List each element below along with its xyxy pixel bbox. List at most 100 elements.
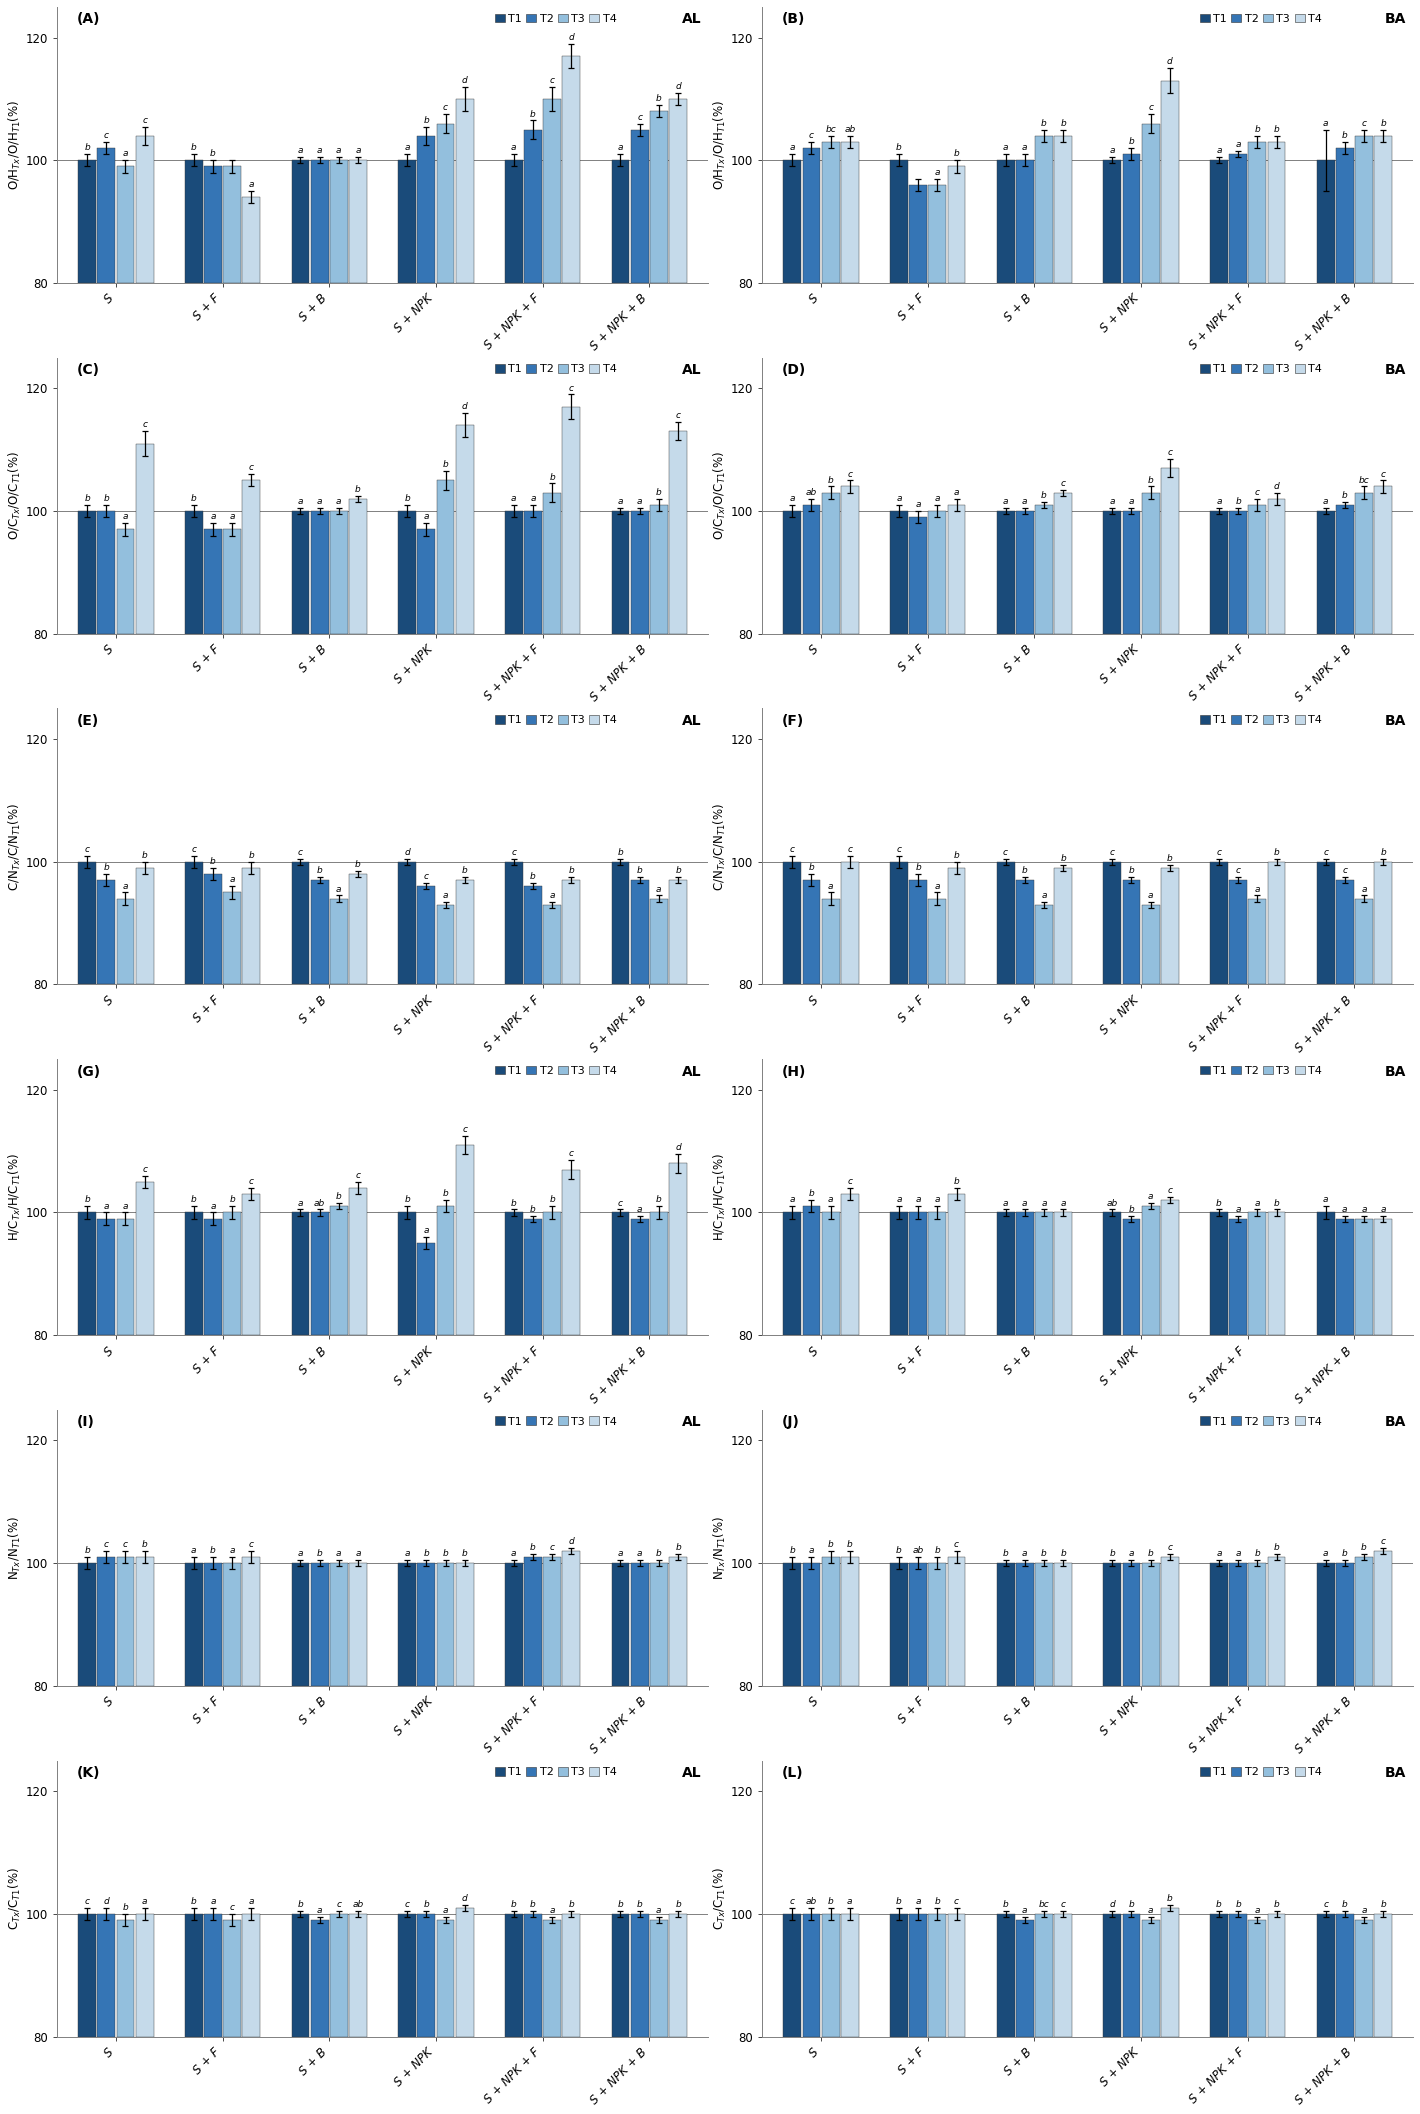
Bar [909, 1562, 927, 1685]
Y-axis label: O/H$_{Tx}$/O/H$_{T1}$(%): O/H$_{Tx}$/O/H$_{T1}$(%) [711, 99, 728, 190]
Text: b: b [636, 1900, 642, 1909]
Bar [417, 135, 436, 283]
Text: a: a [1147, 1192, 1153, 1201]
Text: b: b [1061, 854, 1066, 863]
Bar [116, 528, 135, 634]
Text: b: b [808, 1190, 814, 1199]
Bar [349, 499, 366, 634]
Text: a: a [423, 512, 429, 522]
Bar [456, 879, 474, 985]
Bar [544, 1558, 561, 1685]
Text: b: b [210, 1545, 216, 1556]
Text: b: b [1274, 1543, 1279, 1552]
Text: b: b [190, 1197, 196, 1205]
Bar [841, 1558, 859, 1685]
Text: a: a [511, 495, 517, 503]
Text: c: c [954, 1896, 958, 1907]
Bar [291, 161, 310, 283]
Text: a: a [1323, 1550, 1328, 1558]
Bar [78, 863, 97, 985]
Bar [841, 1913, 859, 2036]
Text: b: b [122, 1903, 128, 1911]
Bar [1054, 1213, 1072, 1336]
Text: c: c [142, 116, 148, 125]
Bar [822, 493, 839, 634]
Text: c: c [248, 463, 254, 471]
Text: d: d [405, 848, 410, 856]
Bar [929, 1562, 946, 1685]
Bar [630, 512, 649, 634]
Bar [1268, 863, 1285, 985]
Bar [947, 1194, 966, 1336]
Bar [612, 1213, 629, 1336]
Text: a: a [1129, 1550, 1135, 1558]
Bar [506, 863, 523, 985]
Text: a: a [511, 1550, 517, 1558]
Bar [544, 905, 561, 985]
Text: b: b [190, 1896, 196, 1907]
Text: c: c [790, 1896, 795, 1907]
Bar [1248, 505, 1267, 634]
Bar [997, 161, 1014, 283]
Bar [185, 1913, 203, 2036]
Text: a: a [896, 1197, 902, 1205]
Bar [1103, 1213, 1122, 1336]
Text: b: b [1061, 118, 1066, 127]
Bar [1316, 161, 1335, 283]
Text: a: a [1216, 497, 1221, 505]
Text: a: a [122, 512, 128, 522]
Text: a: a [916, 1896, 920, 1907]
Bar [562, 57, 581, 283]
Bar [1123, 879, 1140, 985]
Bar [136, 135, 153, 283]
Bar [291, 512, 310, 634]
Text: b: b [828, 1896, 834, 1907]
Text: a: a [1254, 884, 1260, 894]
Text: b: b [568, 1900, 574, 1909]
Bar [417, 1562, 436, 1685]
Text: b: b [1003, 1550, 1008, 1558]
Bar [1210, 1913, 1228, 2036]
Text: b: b [317, 1550, 322, 1558]
Bar [1035, 505, 1052, 634]
Bar [524, 129, 542, 283]
Bar [223, 1920, 241, 2036]
Bar [349, 1913, 366, 2036]
Text: bc: bc [1038, 1900, 1049, 1909]
Bar [1336, 1218, 1353, 1336]
Text: a: a [298, 146, 304, 156]
Text: b: b [355, 484, 361, 495]
Text: c: c [1323, 1900, 1328, 1909]
Text: b: b [190, 495, 196, 503]
Bar [223, 528, 241, 634]
Text: a: a [337, 1550, 342, 1558]
Bar [669, 879, 687, 985]
Bar [890, 1213, 907, 1336]
Bar [1336, 1562, 1353, 1685]
Text: b: b [618, 1900, 623, 1909]
Bar [802, 1207, 821, 1336]
Bar [185, 512, 203, 634]
Legend: T1, T2, T3, T4: T1, T2, T3, T4 [1198, 13, 1323, 25]
Bar [822, 1913, 839, 2036]
Text: b: b [636, 867, 642, 875]
Text: bc: bc [1359, 476, 1369, 484]
Text: a: a [1254, 1199, 1260, 1207]
Text: b: b [1167, 854, 1173, 863]
Text: b: b [84, 144, 89, 152]
Bar [929, 1913, 946, 2036]
Y-axis label: C/N$_{Tx}$/C/N$_{T1}$(%): C/N$_{Tx}$/C/N$_{T1}$(%) [7, 801, 23, 890]
Text: a: a [1022, 1199, 1028, 1207]
Bar [669, 431, 687, 634]
Bar [243, 1194, 260, 1336]
Text: b: b [1254, 1550, 1260, 1558]
Bar [890, 863, 907, 985]
Bar [929, 184, 946, 283]
Bar [204, 1218, 222, 1336]
Text: a: a [618, 144, 623, 152]
Legend: T1, T2, T3, T4: T1, T2, T3, T4 [494, 1765, 618, 1778]
Text: a: a [248, 1896, 254, 1907]
Text: AL: AL [682, 364, 701, 376]
Text: c: c [848, 1177, 852, 1186]
Text: c: c [1217, 848, 1221, 856]
